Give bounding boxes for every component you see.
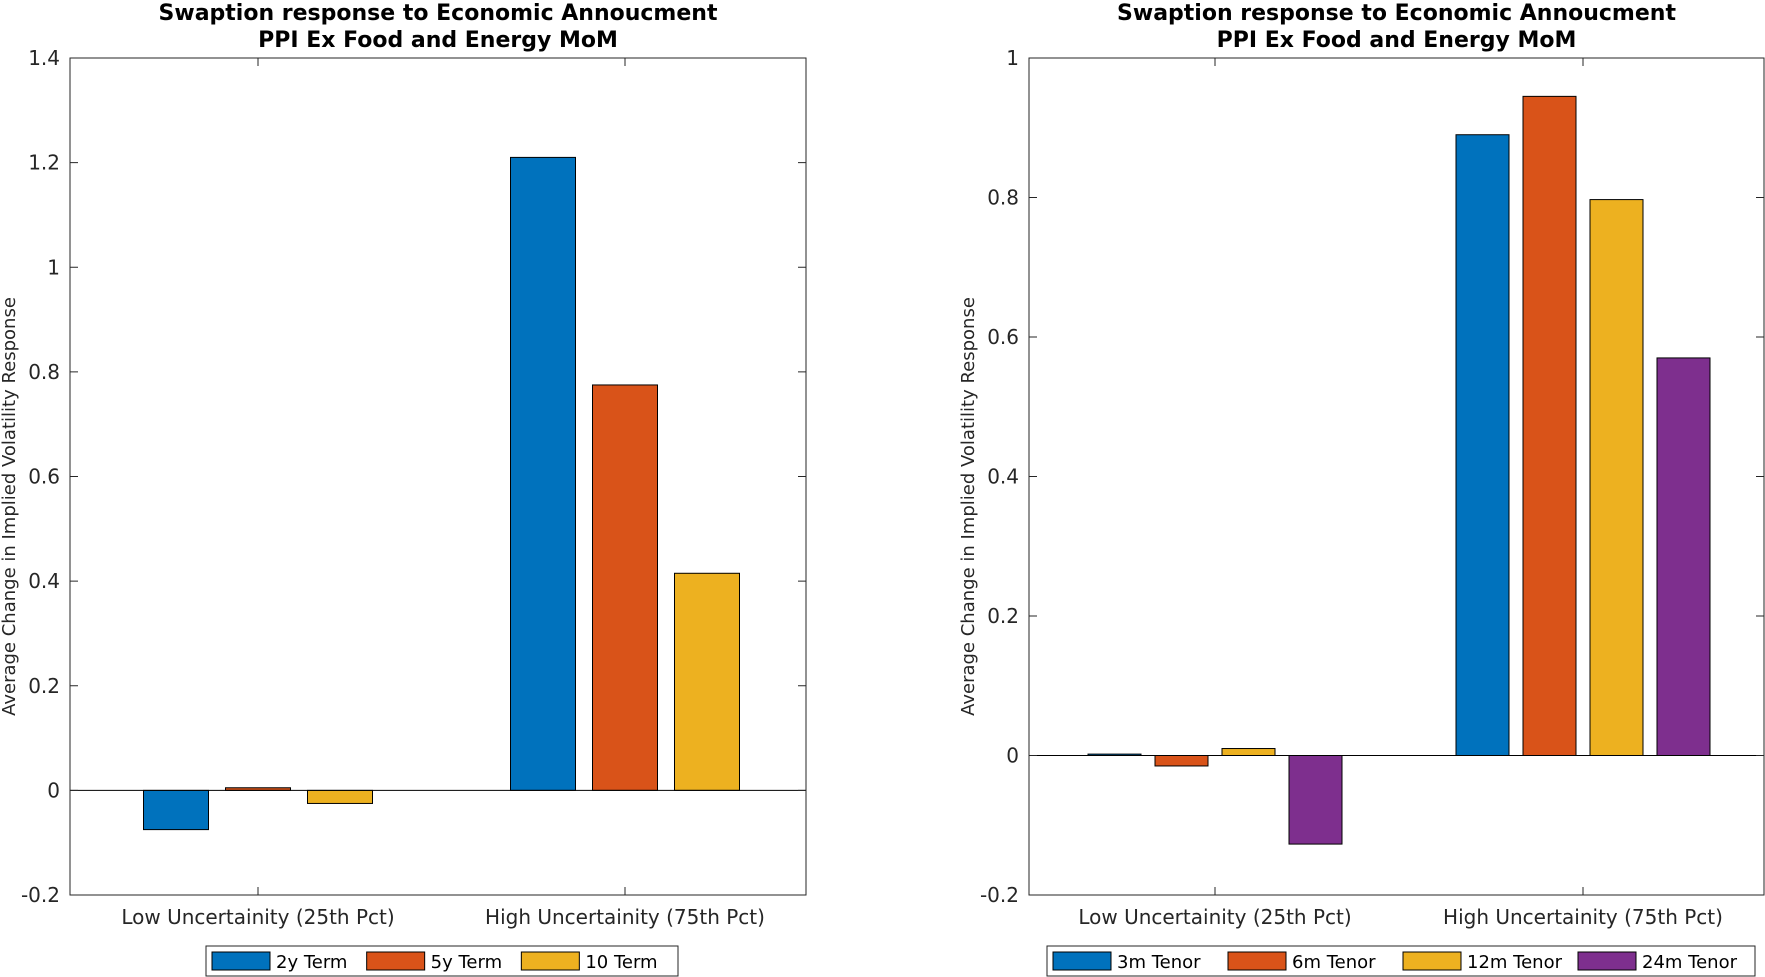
bar-5y-term-high [592, 384, 658, 791]
axes-box [1028, 57, 1765, 896]
y-tick-label: 0.4 [987, 465, 1019, 489]
bar-6m-tenor-low [1154, 755, 1209, 767]
legend-label: 24m Tenor [1642, 952, 1738, 973]
y-tick-label: 1.4 [28, 46, 60, 70]
chart-panel-2: Swaption response to Economic Annoucment… [958, 1, 1765, 977]
bar-2y-term-low [143, 789, 209, 831]
bar-10-term-high [674, 572, 740, 791]
y-tick-label: 0.6 [28, 465, 60, 489]
y-axis-label: Average Change in Implied Volatility Res… [958, 297, 979, 716]
y-tick-label: 1 [1006, 46, 1019, 70]
legend-swatch [1227, 951, 1287, 971]
legend-label: 6m Tenor [1292, 952, 1376, 973]
legend-label: 5y Term [431, 952, 502, 973]
legend-swatch [520, 951, 580, 971]
y-tick-label: 0.6 [987, 325, 1019, 349]
chart-title: Swaption response to Economic Annoucment [159, 1, 718, 26]
legend-swatch [1577, 951, 1637, 971]
legend-box [205, 945, 679, 977]
chart-title: Swaption response to Economic Annoucment [1117, 1, 1676, 26]
chart-panel-1: Swaption response to Economic Annoucment… [0, 1, 807, 977]
bar-3m-tenor-high [1455, 134, 1510, 757]
legend-swatch [211, 951, 271, 971]
x-category-label: Low Uncertainity (25th Pct) [1078, 905, 1351, 929]
legend-label: 2y Term [276, 952, 347, 973]
x-category-label: High Uncertainity (75th Pct) [485, 905, 765, 929]
legend-swatch [1402, 951, 1462, 971]
bar-12m-tenor-high [1589, 199, 1644, 756]
legend-box [1046, 945, 1756, 977]
chart-subtitle: PPI Ex Food and Energy MoM [1217, 28, 1577, 53]
y-tick-label: -0.2 [980, 883, 1019, 907]
bar-10-term-low [307, 789, 373, 804]
y-tick-label: 0.4 [28, 569, 60, 593]
bar-6m-tenor-high [1522, 95, 1577, 757]
legend-swatch [366, 951, 426, 971]
legend-label: 3m Tenor [1117, 952, 1201, 973]
legend: 2y Term 5y Term 10 Term [205, 945, 679, 977]
legend-swatch [1052, 951, 1112, 971]
bar-24m-tenor-high [1656, 357, 1711, 756]
x-category-label: Low Uncertainity (25th Pct) [121, 905, 394, 929]
y-axis-label: Average Change in Implied Volatility Res… [0, 297, 20, 716]
y-tick-label: 0.2 [987, 604, 1019, 628]
y-tick-label: 1.2 [28, 151, 60, 175]
y-tick-label: 0.2 [28, 674, 60, 698]
y-tick-label: 0 [1006, 744, 1019, 768]
chart-subtitle: PPI Ex Food and Energy MoM [258, 28, 618, 53]
legend-label: 12m Tenor [1467, 952, 1563, 973]
bar-24m-tenor-low [1288, 755, 1343, 845]
y-tick-label: 0.8 [28, 360, 60, 384]
legend-label: 10 Term [585, 952, 657, 973]
legend: 3m Tenor 6m Tenor 12m Tenor 24m Tenor [1046, 945, 1756, 977]
bar-12m-tenor-low [1221, 748, 1276, 757]
x-category-label: High Uncertainity (75th Pct) [1443, 905, 1723, 929]
y-tick-label: 0.8 [987, 186, 1019, 210]
y-tick-label: 0 [47, 778, 60, 802]
bar-2y-term-high [510, 156, 576, 791]
y-tick-label: -0.2 [21, 883, 60, 907]
y-tick-label: 1 [47, 255, 60, 279]
